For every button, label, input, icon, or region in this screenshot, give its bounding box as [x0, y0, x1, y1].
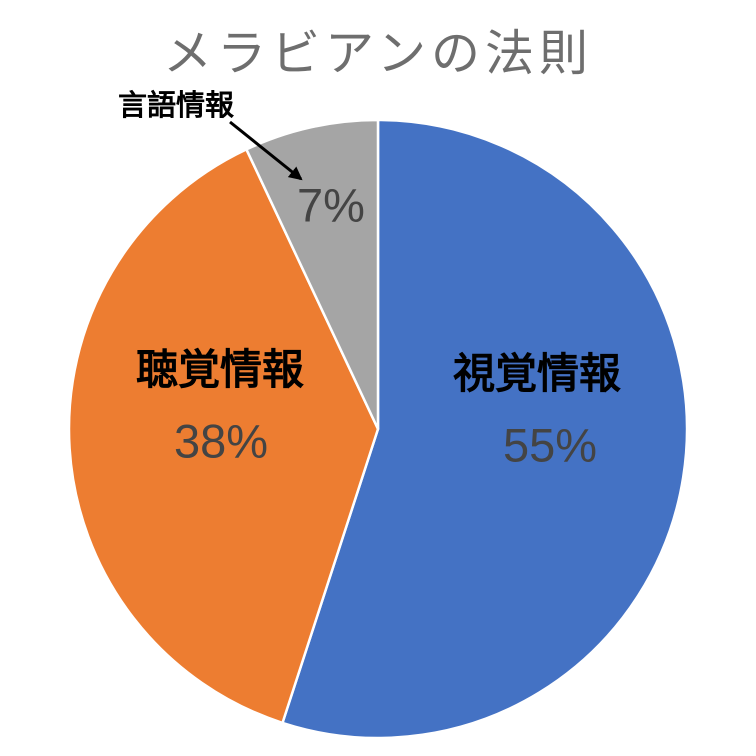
pie-slice-3 — [245, 118, 380, 431]
percent-label-verbal: 7% — [297, 178, 365, 232]
percent-label-visual: 55% — [502, 418, 598, 472]
chart-title: メラビアンの法則 — [162, 27, 594, 81]
pie-slice-1 — [281, 118, 689, 740]
pie-slice-2 — [67, 148, 380, 725]
percent-label-auditory: 38% — [173, 414, 269, 468]
label-verbal-callout: 言語情報 — [118, 90, 235, 122]
pie-slices — [67, 118, 689, 740]
label-visual: 視覚情報 — [452, 350, 622, 397]
label-auditory: 聴覚情報 — [135, 346, 305, 393]
annotation-arrow — [229, 120, 303, 181]
